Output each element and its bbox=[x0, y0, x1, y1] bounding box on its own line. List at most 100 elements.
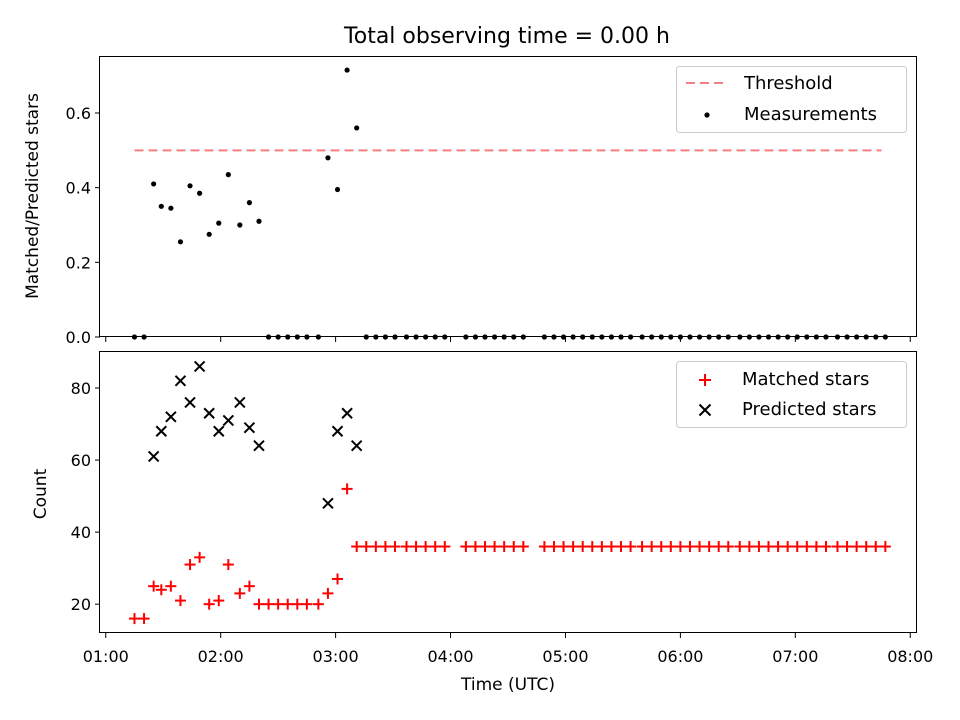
measurement-point bbox=[256, 218, 262, 224]
measurement-point bbox=[423, 334, 429, 340]
predicted-star-point bbox=[155, 425, 168, 437]
matched-star-point bbox=[272, 598, 284, 610]
measurement-point bbox=[677, 334, 683, 340]
measurement-point bbox=[716, 334, 722, 340]
matched-star-point bbox=[538, 541, 550, 553]
measurement-point bbox=[813, 334, 819, 340]
predicted-star-point bbox=[213, 425, 225, 437]
top-legend-box bbox=[676, 66, 907, 133]
measurement-point bbox=[599, 334, 605, 340]
measurement-point bbox=[482, 334, 488, 340]
x-tick-label: 04:00 bbox=[427, 647, 473, 666]
measurement-point bbox=[294, 334, 300, 340]
matched-star-point bbox=[489, 541, 501, 553]
y-tick-label: 0.0 bbox=[66, 328, 91, 347]
matched-star-point bbox=[655, 541, 667, 553]
matched-star-point bbox=[332, 573, 344, 585]
measurement-point bbox=[225, 172, 231, 178]
predicted-star-point bbox=[253, 439, 265, 452]
measurement-point bbox=[560, 334, 567, 340]
matched-star-point bbox=[498, 541, 510, 553]
matched-star-point bbox=[782, 541, 794, 553]
predicted-stars-series bbox=[147, 360, 363, 510]
matched-star-point bbox=[429, 541, 441, 553]
measurement-point bbox=[668, 334, 674, 340]
measurement-point bbox=[658, 334, 664, 340]
matched-star-point bbox=[263, 598, 275, 610]
measurement-point bbox=[275, 334, 281, 340]
measurement-point bbox=[501, 334, 507, 340]
measurement-point bbox=[392, 334, 398, 340]
predicted-star-point bbox=[203, 407, 215, 419]
y-tick-label: 0.4 bbox=[66, 179, 91, 198]
matched-star-point bbox=[831, 541, 843, 553]
matched-star-point bbox=[410, 541, 422, 553]
measurement-point bbox=[639, 334, 645, 340]
measurement-point bbox=[511, 334, 517, 340]
top-panel-frame bbox=[99, 56, 917, 337]
matched-star-point bbox=[222, 559, 234, 571]
matched-star-point bbox=[282, 598, 294, 610]
matched-star-point bbox=[801, 541, 813, 553]
matched-star-point bbox=[341, 483, 353, 495]
measurement-point bbox=[746, 334, 752, 340]
measurement-point bbox=[373, 334, 379, 340]
measurement-point bbox=[608, 334, 615, 340]
x-tick-label: 06:00 bbox=[657, 647, 703, 666]
measurement-point bbox=[315, 334, 321, 340]
measurement-point bbox=[197, 190, 203, 196]
y-tick-label: 20 bbox=[71, 595, 91, 614]
matched-star-point bbox=[420, 541, 432, 553]
measurement-point bbox=[823, 334, 829, 340]
predicted-star-point bbox=[331, 425, 344, 437]
matched-star-point bbox=[558, 541, 570, 553]
measurement-point bbox=[687, 334, 693, 340]
measurement-point bbox=[882, 334, 888, 340]
matched-star-point bbox=[379, 541, 391, 553]
predicted-star-point bbox=[165, 411, 177, 423]
x-tick-label: 03:00 bbox=[313, 647, 359, 666]
matched-star-point bbox=[810, 541, 822, 553]
top-y-axis-label: Matched/Predicted stars bbox=[23, 93, 43, 299]
matched-star-point bbox=[586, 541, 598, 553]
measurement-point bbox=[325, 155, 331, 161]
measurement-point bbox=[570, 334, 576, 340]
measurement-point bbox=[794, 334, 800, 340]
matched-star-point bbox=[567, 541, 579, 553]
y-tick-label: 0.6 bbox=[66, 104, 91, 123]
predicted-star-point bbox=[322, 497, 334, 510]
matched-star-point bbox=[636, 541, 648, 553]
matched-star-point bbox=[148, 580, 160, 592]
matched-star-point bbox=[743, 541, 755, 553]
measurement-point bbox=[737, 334, 743, 340]
matched-star-point bbox=[508, 541, 520, 553]
x-tick-label: 08:00 bbox=[887, 647, 933, 666]
matched-star-point bbox=[370, 541, 382, 553]
legend-matched-label: Matched stars bbox=[742, 369, 869, 390]
predicted-star-point bbox=[350, 439, 363, 452]
matched-star-point bbox=[155, 584, 167, 596]
matched-star-point bbox=[203, 598, 215, 610]
legend-measurements-swatch bbox=[704, 112, 710, 118]
measurement-point bbox=[304, 334, 310, 340]
matched-star-point bbox=[400, 541, 412, 553]
top-panel: 0.0 0.2 0.4 0.6 Matched/Predicted stars Thr… bbox=[23, 56, 917, 347]
matched-star-point bbox=[841, 541, 853, 553]
measurement-point bbox=[696, 334, 703, 340]
matched-star-point bbox=[351, 541, 363, 553]
measurement-point bbox=[334, 186, 341, 193]
measurement-point bbox=[158, 203, 164, 209]
top-y-axis: 0.0 0.2 0.4 0.6 bbox=[66, 104, 100, 347]
measurement-point bbox=[863, 334, 869, 340]
matched-star-point bbox=[694, 541, 706, 553]
predicted-star-point bbox=[193, 360, 206, 373]
measurement-point bbox=[854, 334, 860, 340]
legend-predicted-swatch bbox=[698, 403, 712, 417]
y-tick-label: 40 bbox=[71, 523, 91, 542]
matched-star-point bbox=[548, 541, 560, 553]
y-tick-label: 0.2 bbox=[66, 253, 91, 272]
measurement-point bbox=[775, 334, 781, 340]
measurement-point bbox=[131, 334, 138, 340]
